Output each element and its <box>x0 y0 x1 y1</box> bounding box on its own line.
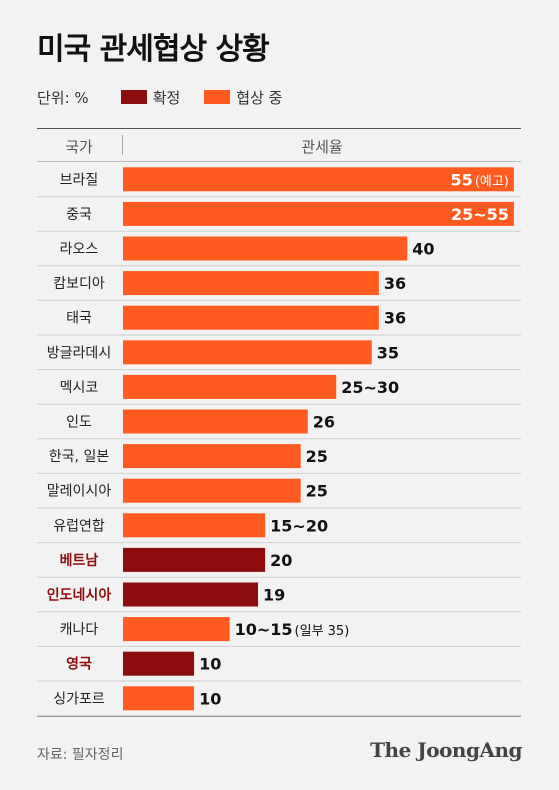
legend-label-negotiating: 협상 중 <box>236 88 283 107</box>
bar <box>123 582 259 607</box>
bar <box>123 374 337 399</box>
bar <box>123 409 308 434</box>
data-label: 25~55 <box>451 205 509 224</box>
data-label: 10~15 (일부 35) <box>235 620 350 639</box>
category-label: 중국 <box>66 207 92 223</box>
data-label: 35 <box>377 343 399 362</box>
header-separator <box>122 135 123 155</box>
data-label: 10 <box>199 689 221 708</box>
category-label: 방글라데시 <box>47 345 111 361</box>
bar <box>123 617 230 642</box>
bar <box>123 271 379 296</box>
legend-swatch-negotiating <box>204 90 231 104</box>
data-label: 26 <box>313 413 335 432</box>
value-label: 15~20 <box>270 516 328 535</box>
value-label: 36 <box>384 309 406 328</box>
data-label: 55 (예고) <box>451 170 509 189</box>
data-label: 36 <box>384 274 406 293</box>
category-label: 베트남 <box>60 552 99 569</box>
category-label: 태국 <box>66 311 92 327</box>
bar <box>123 305 379 330</box>
bar <box>123 201 514 226</box>
category-label: 말레이시아 <box>47 484 112 500</box>
value-label: 35 <box>377 343 399 362</box>
category-label: 캐나다 <box>60 622 99 638</box>
data-label: 25 <box>306 447 328 466</box>
value-label: 19 <box>263 586 285 605</box>
data-label: 10 <box>199 655 221 674</box>
value-label: 20 <box>270 551 292 570</box>
value-label: 55 <box>451 170 473 189</box>
category-label: 영국 <box>66 656 92 673</box>
data-label: 20 <box>270 551 292 570</box>
bar <box>123 236 408 261</box>
value-label: 25~55 <box>451 205 509 224</box>
category-label: 인도네시아 <box>47 587 112 604</box>
bar <box>123 444 301 469</box>
data-label: 25~30 <box>341 378 399 397</box>
bar <box>123 167 514 192</box>
category-label: 라오스 <box>60 242 99 258</box>
category-label: 캄보디아 <box>53 276 105 292</box>
table-header: 국가 관세율 <box>37 128 521 162</box>
data-label: 15~20 <box>270 516 328 535</box>
bar <box>123 340 372 365</box>
header-country: 국가 <box>65 138 93 156</box>
category-label: 인도 <box>66 415 92 431</box>
category-label: 싱가포르 <box>53 691 105 707</box>
value-label: 25 <box>306 482 328 501</box>
category-label: 한국, 일본 <box>49 449 110 465</box>
footer-divider <box>37 716 521 717</box>
data-label: 40 <box>412 240 434 259</box>
value-label: 25~30 <box>341 378 399 397</box>
data-label: 36 <box>384 309 406 328</box>
value-label: 10 <box>199 655 221 674</box>
category-label: 브라질 <box>60 172 99 188</box>
legend: 단위: % 확정 협상 중 <box>37 86 306 108</box>
data-label: 19 <box>263 586 285 605</box>
unit-label: 단위: % <box>37 88 89 107</box>
brand-logo: The JoongAng <box>370 738 522 762</box>
value-note: (예고) <box>475 174 509 189</box>
bar <box>123 478 301 503</box>
source-note: 자료: 필자정리 <box>37 747 124 763</box>
value-label: 10~15 <box>235 620 293 639</box>
value-label: 36 <box>384 274 406 293</box>
legend-item-negotiating: 협상 중 <box>204 87 282 108</box>
bar <box>123 651 195 676</box>
category-label: 유럽연합 <box>53 518 105 534</box>
bar <box>123 547 266 572</box>
legend-item-confirmed: 확정 <box>120 87 181 108</box>
value-label: 40 <box>412 240 434 259</box>
value-label: 10 <box>199 689 221 708</box>
category-label: 멕시코 <box>60 380 99 396</box>
value-note: (일부 35) <box>295 624 350 639</box>
value-label: 26 <box>313 413 335 432</box>
data-label: 25 <box>306 482 328 501</box>
header-rate: 관세율 <box>301 138 343 156</box>
bar <box>123 513 266 538</box>
legend-label-confirmed: 확정 <box>152 88 181 107</box>
bar <box>123 686 195 711</box>
value-label: 25 <box>306 447 328 466</box>
chart-title: 미국 관세협상 상황 <box>37 32 270 67</box>
legend-swatch-confirmed <box>120 90 147 104</box>
